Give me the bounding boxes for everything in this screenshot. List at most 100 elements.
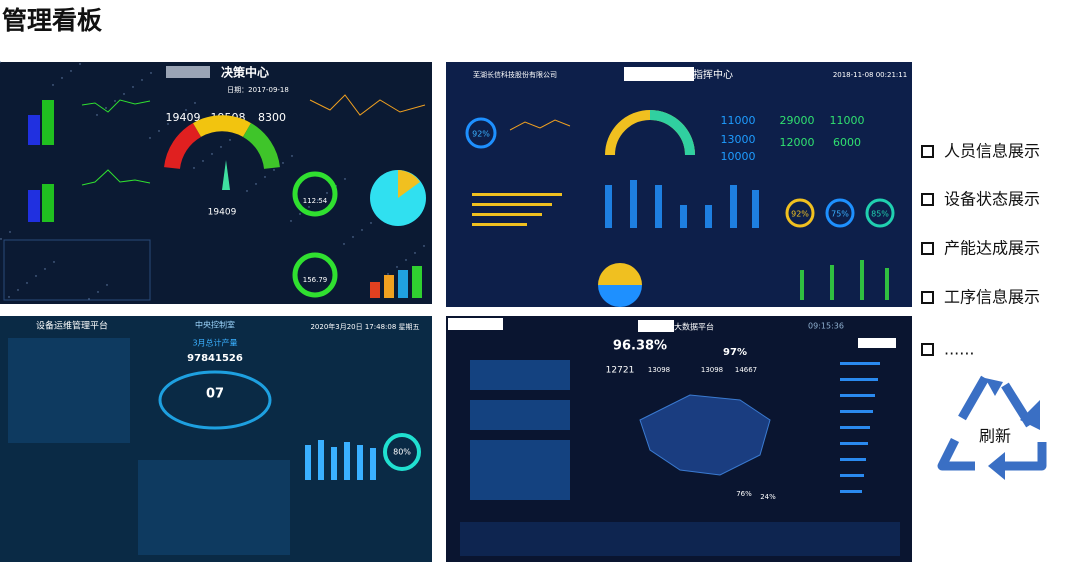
value: 13000 (721, 133, 756, 146)
star (344, 178, 346, 180)
title: 指挥中心 (693, 68, 733, 81)
star (220, 146, 222, 148)
star (53, 261, 55, 263)
circle-value: 85% (871, 210, 889, 219)
star (0, 61, 1, 63)
star (176, 116, 178, 118)
num: 14667 (735, 366, 757, 374)
star (149, 137, 151, 139)
value: 10000 (721, 150, 756, 163)
dashboard-decision: 决策中心 日期：2017-09-18 19409 19508 8300 1940… (0, 61, 432, 304)
kpi: 8300 (258, 111, 286, 124)
star (299, 213, 301, 215)
star (141, 79, 143, 81)
star (132, 86, 134, 88)
donut-value: 112.54 (303, 197, 328, 205)
star (88, 298, 90, 300)
star (405, 259, 407, 261)
ring-value: 80% (393, 448, 411, 457)
split: 24% (760, 493, 776, 501)
star (361, 229, 363, 231)
star (96, 114, 98, 116)
date: 2020年3月20日 17:48:08 星期五 (310, 322, 419, 331)
time: 09:15:36 (808, 322, 844, 331)
dashboard-equipment: 设备运维管理平台 中央控制室 2020年3月20日 17:48:08 星期五 3… (0, 316, 432, 562)
star (202, 160, 204, 162)
title: 大数据平台 (674, 322, 714, 332)
label: 3月总计产量 (192, 338, 237, 348)
list-item: 工序信息展示 (944, 288, 1040, 307)
star (9, 231, 11, 233)
star (282, 162, 284, 164)
star (61, 77, 63, 79)
star (194, 102, 196, 104)
star (352, 236, 354, 238)
refresh-button[interactable]: 刷新 (937, 375, 1047, 480)
num: 12721 (606, 366, 635, 376)
value: 6000 (833, 136, 861, 149)
company: 芜湖长信科技股份有限公司 (473, 70, 557, 79)
circle-value: 92% (791, 210, 809, 219)
star (229, 139, 231, 141)
star (79, 63, 81, 65)
dashboard-command: 芜湖长信科技股份有限公司 指挥中心 2018-11-08 00:21:11 92… (446, 62, 912, 307)
star (193, 167, 195, 169)
value: 29000 (780, 114, 815, 127)
star (255, 183, 257, 185)
kpi: 19409 (166, 111, 201, 124)
star (185, 109, 187, 111)
num: 13098 (701, 366, 723, 374)
date: 日期：2017-09-18 (227, 86, 289, 94)
split: 76% (736, 490, 752, 498)
star (97, 291, 99, 293)
star (123, 93, 125, 95)
star (8, 296, 10, 298)
star (52, 84, 54, 86)
star (211, 153, 213, 155)
star (423, 245, 425, 247)
star (273, 169, 275, 171)
star (246, 190, 248, 192)
star (264, 176, 266, 178)
donut-value: 156.79 (303, 276, 328, 284)
star (35, 275, 37, 277)
feature-list: 人员信息展示 设备状态展示 产能达成展示 工序信息展示 ...... (921, 142, 1040, 359)
list-item: 人员信息展示 (944, 142, 1040, 161)
room: 中央控制室 (195, 320, 235, 330)
star (396, 266, 398, 268)
star (290, 220, 292, 222)
star (370, 222, 372, 224)
circle-value: 75% (831, 210, 849, 219)
star (167, 123, 169, 125)
star (291, 155, 293, 157)
list-item: 产能达成展示 (944, 239, 1040, 258)
value: 12000 (780, 136, 815, 149)
star (0, 238, 2, 240)
star (70, 70, 72, 72)
star (44, 268, 46, 270)
title: 决策中心 (221, 65, 269, 80)
big-rate: 96.38% (613, 339, 667, 354)
title: 设备运维管理平台 (36, 320, 108, 332)
star (158, 130, 160, 132)
list-item: ...... (944, 340, 975, 359)
star (150, 72, 152, 74)
star (414, 252, 416, 254)
slide-title: 管理看板 (2, 6, 102, 35)
gauge-value: 19409 (208, 208, 237, 218)
value: 11000 (830, 114, 865, 127)
star (387, 273, 389, 275)
star (308, 206, 310, 208)
star (317, 199, 319, 201)
num: 13098 (648, 366, 670, 374)
star (17, 289, 19, 291)
star (26, 282, 28, 284)
date: 2018-11-08 00:21:11 (833, 71, 907, 79)
center-value: 07 (206, 387, 224, 402)
star (114, 100, 116, 102)
star (343, 243, 345, 245)
small-rate: 97% (723, 347, 747, 358)
refresh-label[interactable]: 刷新 (979, 427, 1011, 446)
rate: 92% (472, 130, 490, 139)
